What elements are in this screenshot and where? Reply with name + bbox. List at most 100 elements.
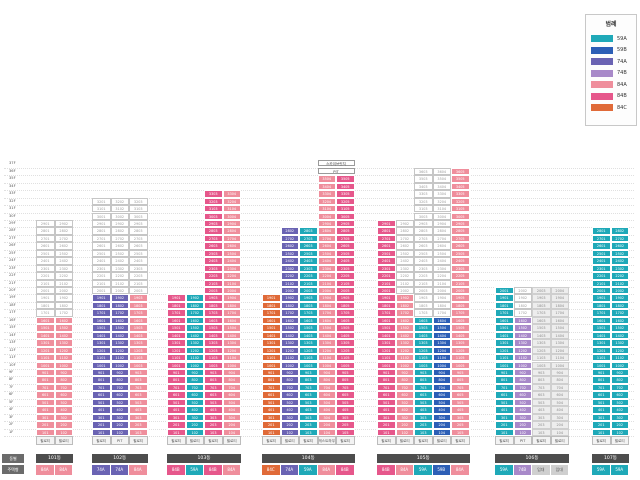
unit-cell[interactable]: 305 [451, 413, 470, 422]
unit-cell[interactable]: 2204 [317, 272, 336, 280]
unit-cell[interactable]: 1901 [262, 294, 281, 302]
unit-cell[interactable]: 3005 [451, 212, 470, 220]
unit-cell[interactable]: 702 [395, 383, 414, 392]
unit-cell[interactable]: 1003 [129, 361, 148, 369]
unit-cell[interactable]: 2502 [54, 249, 73, 258]
unit-cell[interactable]: 1302 [610, 339, 629, 347]
unit-cell[interactable]: 3404 [317, 182, 336, 191]
unit-cell[interactable]: 1802 [395, 301, 414, 310]
unit-cell[interactable]: 1502 [110, 324, 129, 332]
unit-cell[interactable]: 1801 [36, 301, 55, 310]
unit-cell[interactable]: 3305 [451, 190, 470, 198]
unit-cell[interactable]: 2703 [299, 234, 318, 243]
unit-cell[interactable]: 1502 [54, 324, 73, 332]
unit-cell[interactable]: 1802 [185, 301, 204, 310]
unit-cell[interactable]: 702 [280, 383, 299, 392]
unit-cell[interactable]: 2103 [414, 279, 433, 287]
unit-cell[interactable]: 1504 [550, 324, 569, 332]
unit-cell[interactable]: 701 [167, 383, 186, 392]
unit-cell[interactable]: 1401 [592, 331, 611, 340]
unit-cell[interactable]: 2102 [110, 279, 129, 287]
unit-cell[interactable]: 2203 [129, 272, 148, 280]
unit-cell[interactable]: 1205 [451, 346, 470, 355]
unit-cell[interactable]: 1103 [414, 354, 433, 362]
unit-cell[interactable]: 2203 [414, 272, 433, 280]
unit-cell[interactable]: 903 [204, 368, 223, 377]
unit-cell[interactable]: 403 [532, 406, 551, 414]
unit-cell[interactable]: 1101 [377, 354, 396, 362]
unit-cell[interactable]: 802 [395, 376, 414, 384]
unit-cell[interactable]: 105 [336, 428, 355, 436]
unit-cell[interactable]: 703 [532, 383, 551, 392]
unit-cell[interactable]: 2202 [395, 272, 414, 280]
unit-cell[interactable]: 1702 [110, 309, 129, 317]
unit-cell[interactable]: 301 [495, 413, 514, 422]
unit-cell[interactable]: 1403 [129, 331, 148, 340]
unit-cell[interactable]: 1001 [262, 361, 281, 369]
unit-cell[interactable]: 2703 [129, 234, 148, 243]
unit-cell[interactable]: 2401 [36, 257, 55, 265]
unit-cell[interactable]: 1303 [414, 339, 433, 347]
unit-cell[interactable]: 404 [550, 406, 569, 414]
unit-cell[interactable]: 1005 [336, 361, 355, 369]
unit-cell[interactable]: 1302 [185, 339, 204, 347]
unit-cell[interactable]: 2003 [129, 287, 148, 295]
unit-cell[interactable]: 2304 [432, 264, 451, 273]
unit-cell[interactable]: 1503 [414, 324, 433, 332]
unit-cell[interactable]: 1401 [262, 331, 281, 340]
unit-cell[interactable]: 2405 [451, 257, 470, 265]
unit-cell[interactable]: 1301 [167, 339, 186, 347]
unit-cell[interactable]: 2103 [204, 279, 223, 287]
unit-cell[interactable]: 905 [451, 368, 470, 377]
unit-cell[interactable]: 2102 [610, 279, 629, 287]
unit-cell[interactable]: 2601 [92, 242, 111, 250]
unit-cell[interactable]: 1603 [299, 316, 318, 325]
unit-cell[interactable]: 404 [432, 406, 451, 414]
unit-cell[interactable]: 1702 [395, 309, 414, 317]
unit-cell[interactable]: 1001 [92, 361, 111, 369]
unit-cell[interactable]: 2701 [377, 234, 396, 243]
unit-cell[interactable]: 1302 [110, 339, 129, 347]
unit-cell[interactable]: 202 [54, 421, 73, 429]
unit-cell[interactable]: 201 [592, 421, 611, 429]
unit-cell[interactable]: 902 [513, 368, 532, 377]
unit-cell[interactable]: 2402 [110, 257, 129, 265]
unit-cell[interactable]: 101 [495, 428, 514, 436]
unit-cell[interactable]: 702 [185, 383, 204, 392]
unit-cell[interactable]: 1404 [432, 331, 451, 340]
unit-cell[interactable]: 201 [36, 421, 55, 429]
unit-cell[interactable]: 1304 [317, 339, 336, 347]
unit-cell[interactable]: 405 [451, 406, 470, 414]
unit-cell[interactable]: 2405 [336, 257, 355, 265]
unit-cell[interactable]: 704 [432, 383, 451, 392]
unit-cell[interactable]: 2705 [451, 234, 470, 243]
unit-cell[interactable]: 1901 [92, 294, 111, 302]
unit-cell[interactable]: 2703 [204, 234, 223, 243]
unit-cell[interactable]: 1603 [129, 316, 148, 325]
unit-cell[interactable]: 1503 [532, 324, 551, 332]
unit-cell[interactable]: 2605 [451, 242, 470, 250]
unit-cell[interactable]: 603 [414, 391, 433, 399]
unit-cell[interactable]: 604 [317, 391, 336, 399]
unit-cell[interactable]: 402 [280, 406, 299, 414]
unit-cell[interactable]: 2802 [110, 227, 129, 235]
unit-cell[interactable]: 1302 [280, 339, 299, 347]
unit-cell[interactable]: 1204 [550, 346, 569, 355]
unit-cell[interactable]: 1102 [110, 354, 129, 362]
unit-cell[interactable]: 905 [336, 368, 355, 377]
unit-cell[interactable]: 1903 [129, 294, 148, 302]
unit-cell[interactable]: 2504 [317, 249, 336, 258]
unit-cell[interactable]: 1005 [451, 361, 470, 369]
unit-cell[interactable]: 102 [513, 428, 532, 436]
unit-cell[interactable]: 1803 [129, 301, 148, 310]
unit-cell[interactable]: 2801 [36, 227, 55, 235]
unit-cell[interactable]: 2403 [129, 257, 148, 265]
unit-cell[interactable]: 1101 [36, 354, 55, 362]
unit-cell[interactable]: 1201 [167, 346, 186, 355]
unit-cell[interactable]: 2503 [204, 249, 223, 258]
unit-cell[interactable]: 2703 [414, 234, 433, 243]
unit-cell[interactable]: 801 [495, 376, 514, 384]
unit-cell[interactable]: 2801 [92, 227, 111, 235]
unit-cell[interactable]: 2602 [110, 242, 129, 250]
unit-cell[interactable]: 1802 [54, 301, 73, 310]
